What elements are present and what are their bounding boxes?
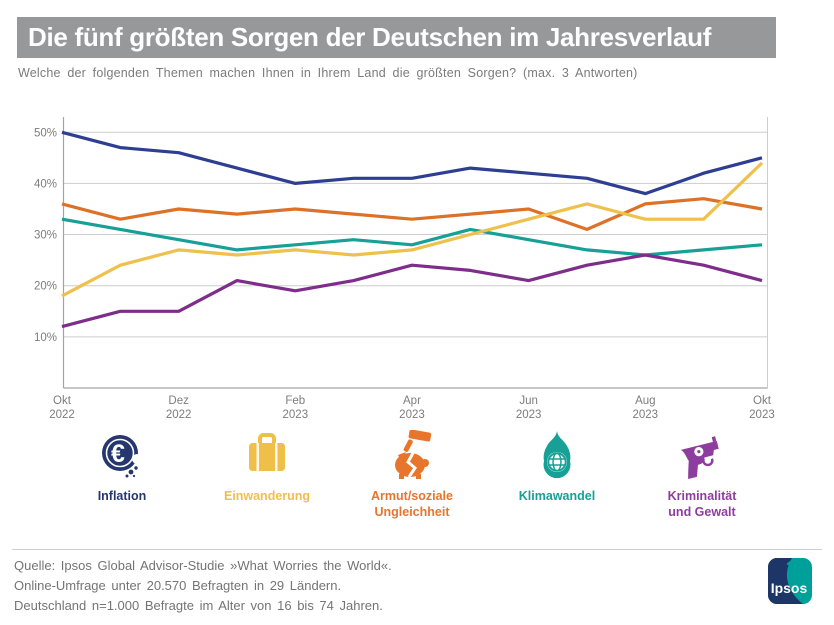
series-armut-soziale-ungleichheit	[61, 197, 763, 231]
svg-text:2022: 2022	[166, 409, 192, 421]
svg-text:Jun: Jun	[519, 395, 538, 407]
legend-item-einwanderung: Einwanderung	[197, 430, 337, 520]
legend-label-klimawandel: Klimawandel	[518, 489, 596, 503]
source-line-1: Quelle: Ipsos Global Advisor-Studie »Wha…	[14, 558, 392, 573]
svg-text:50%: 50%	[34, 127, 57, 139]
svg-text:2023: 2023	[749, 409, 775, 421]
svg-text:Apr: Apr	[403, 395, 421, 407]
source-note: Quelle: Ipsos Global Advisor-Studie »Wha…	[14, 556, 392, 616]
legend-label-armut: Armut/soziale Ungleichheit	[371, 489, 453, 519]
source-line-2: Online-Umfrage unter 20.570 Befragten in…	[14, 578, 342, 593]
legend-label-inflation: Inflation	[97, 489, 147, 503]
survey-question: Welche der folgenden Themen machen Ihnen…	[18, 66, 638, 80]
legend: € Inflation Einwanderung	[52, 430, 772, 520]
svg-text:10%: 10%	[34, 332, 57, 344]
svg-text:2023: 2023	[399, 409, 425, 421]
legend-item-klimawandel: Klimawandel	[487, 430, 627, 520]
gavel-broken-piggy-bank-icon	[395, 430, 432, 479]
suitcase-icon	[249, 433, 285, 471]
series-kriminalit-t-und-gewalt	[61, 253, 763, 329]
title-bar: Die fünf größten Sorgen der Deutschen im…	[17, 17, 776, 58]
legend-item-kriminalitaet: Kriminalität und Gewalt	[632, 430, 772, 520]
crumbling-euro-coin-icon: €	[102, 435, 142, 478]
line-chart-svg: 10% 20% 30% 40% 50% Okt 2022 Dez 2022 Feb 2023 Apr 2…	[34, 117, 775, 421]
footer-divider	[12, 549, 822, 550]
svg-text:2023: 2023	[633, 409, 659, 421]
svg-text:30%: 30%	[34, 230, 57, 242]
svg-text:2022: 2022	[49, 409, 75, 421]
source-line-3: Deutschland n=1.000 Befragte im Alter vo…	[14, 598, 383, 613]
ipsos-logo-text: Ipsos	[771, 580, 808, 596]
svg-text:Feb: Feb	[285, 395, 305, 407]
svg-text:2023: 2023	[283, 409, 309, 421]
svg-text:2023: 2023	[516, 409, 542, 421]
legend-item-inflation: € Inflation	[52, 430, 192, 520]
series-einwanderung	[61, 161, 764, 298]
revolver-icon	[680, 436, 719, 480]
legend-label-kriminalitaet: Kriminalität und Gewalt	[667, 489, 737, 519]
page-title: Die fünf größten Sorgen der Deutschen im…	[28, 22, 712, 52]
svg-text:Dez: Dez	[168, 395, 189, 407]
svg-text:Okt: Okt	[53, 395, 72, 407]
ipsos-logo: Ipsos	[768, 558, 812, 604]
series-inflation	[61, 130, 763, 196]
svg-text:€: €	[111, 440, 125, 468]
svg-text:40%: 40%	[34, 178, 57, 190]
flame-globe-icon	[543, 431, 571, 479]
svg-text:Okt: Okt	[753, 395, 772, 407]
svg-text:20%: 20%	[34, 281, 57, 293]
legend-item-armut: Armut/soziale Ungleichheit	[342, 430, 482, 520]
legend-label-einwanderung: Einwanderung	[223, 489, 311, 503]
svg-text:Aug: Aug	[635, 395, 655, 407]
